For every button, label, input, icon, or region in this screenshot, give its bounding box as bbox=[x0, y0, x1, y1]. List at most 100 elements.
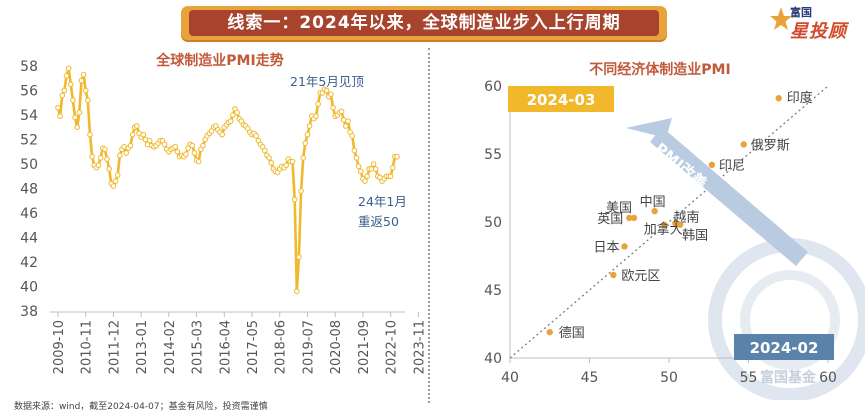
pmi-point bbox=[127, 142, 134, 149]
pmi-point bbox=[76, 109, 83, 116]
pmi-point bbox=[146, 137, 153, 144]
scatter-point-label: 中国 bbox=[640, 195, 666, 210]
pmi-point bbox=[372, 166, 379, 172]
pmi-point bbox=[315, 101, 321, 107]
pmi-point bbox=[323, 87, 330, 94]
scatter-point-label: 印尼 bbox=[719, 159, 745, 174]
scatter-point-label: 俄罗斯 bbox=[751, 138, 790, 153]
line-x-tick-label: 2020-08 bbox=[329, 320, 344, 374]
line-y-tick-label: 40 bbox=[20, 280, 38, 296]
pmi-point bbox=[82, 87, 89, 94]
left-chart-title: 全球制造业PMI走势 bbox=[156, 53, 284, 69]
xlabel-badge: 2024-02 bbox=[734, 334, 834, 360]
pmi-point bbox=[230, 112, 236, 118]
pmi-point bbox=[289, 158, 296, 165]
pmi-point bbox=[313, 113, 319, 120]
right-chart-title: 不同经济体制造业PMI bbox=[589, 62, 731, 78]
pmi-point bbox=[283, 162, 289, 169]
line-y-tick-label: 44 bbox=[20, 231, 38, 247]
pmi-point bbox=[70, 97, 76, 104]
pmi-point bbox=[67, 81, 74, 88]
scatter-y-tick-label: 55 bbox=[484, 147, 502, 163]
pmi-point bbox=[161, 141, 168, 148]
scatter-x-tick-label: 55 bbox=[740, 370, 758, 386]
scatter-point-label: 越南 bbox=[673, 209, 699, 225]
line-y-tick-label: 58 bbox=[20, 59, 38, 75]
line-x-tick-label: 2014-02 bbox=[163, 320, 178, 374]
pmi-point bbox=[262, 147, 268, 154]
scatter-point-label: 日本 bbox=[593, 240, 619, 255]
line-y-tick-label: 46 bbox=[20, 206, 38, 222]
line-x-tick-label: 2017-05 bbox=[246, 320, 261, 374]
pmi-point bbox=[117, 152, 123, 159]
pmi-point bbox=[353, 155, 360, 161]
pmi-point bbox=[304, 131, 311, 138]
line-x-tick-label: 2013-01 bbox=[135, 320, 150, 374]
pmi-point bbox=[296, 254, 302, 260]
pmi-point bbox=[123, 150, 130, 156]
line-y-tick-label: 56 bbox=[20, 84, 38, 100]
pmi-point bbox=[364, 173, 370, 180]
scatter-x-tick-label: 50 bbox=[660, 370, 678, 386]
scatter-point-label: 美国 bbox=[606, 201, 632, 216]
pmi-point bbox=[57, 113, 63, 120]
line-y-tick-label: 50 bbox=[20, 157, 38, 173]
pmi-point bbox=[80, 71, 87, 78]
scatter-ylabel: 2024-03 bbox=[527, 91, 596, 109]
line-x-tick-label: 2009-10 bbox=[52, 320, 67, 374]
pmi-point bbox=[394, 153, 400, 160]
pmi-point bbox=[72, 114, 78, 121]
scatter-x-tick-label: 40 bbox=[501, 370, 519, 386]
pmi-point bbox=[298, 188, 304, 194]
scatter-xlabel: 2024-02 bbox=[750, 339, 819, 357]
line-x-tick-label: 2019-07 bbox=[301, 320, 316, 374]
pmi-point bbox=[114, 172, 121, 178]
pmi-point bbox=[268, 159, 275, 166]
pmi-point bbox=[102, 146, 108, 153]
pmi-point bbox=[387, 173, 394, 180]
watermark-text: 富国基金 bbox=[760, 369, 817, 386]
pmi-point bbox=[183, 151, 189, 157]
pmi-point bbox=[293, 288, 300, 295]
line-x-tick-label: 2022-10 bbox=[385, 320, 400, 374]
pmi-point bbox=[129, 131, 136, 138]
line-x-tick-label: 2015-03 bbox=[191, 320, 206, 374]
pmi-line-chart: 38 40 42 44 46 48 50 52 54 56 58 2009-10 2010-11 201… bbox=[20, 59, 425, 374]
pmi-point bbox=[61, 87, 68, 94]
scatter-point bbox=[676, 221, 684, 228]
line-x-tick-label: 2016-04 bbox=[218, 320, 233, 374]
brand-logo: 富国 星投顾 bbox=[770, 0, 860, 42]
pmi-point bbox=[330, 104, 336, 111]
pmi-point bbox=[74, 124, 80, 131]
scatter-point bbox=[546, 328, 553, 336]
scatter-point-label: 韩国 bbox=[682, 229, 708, 244]
ylabel-badge: 2024-03 bbox=[508, 86, 614, 112]
pmi-point bbox=[306, 123, 313, 129]
pmi-point bbox=[349, 133, 356, 139]
pmi-point bbox=[78, 77, 85, 84]
pmi-point bbox=[227, 118, 234, 124]
line-y-tick-label: 42 bbox=[20, 255, 38, 271]
pmi-point bbox=[89, 153, 95, 160]
annotation-jan24-line2: 重返50 bbox=[358, 214, 399, 229]
scatter-point bbox=[775, 95, 782, 102]
scatter-point bbox=[708, 161, 716, 169]
line-x-tick-label: 2021-09 bbox=[357, 320, 372, 374]
panel-divider bbox=[428, 48, 430, 403]
annotation-peak: 21年5月见顶 bbox=[290, 74, 364, 89]
pmi-point bbox=[174, 148, 181, 155]
scatter-point bbox=[610, 271, 617, 279]
pmi-point bbox=[362, 178, 368, 184]
pmi-point bbox=[328, 91, 334, 97]
line-x-tick-label: 2023-11 bbox=[412, 320, 425, 374]
pmi-point bbox=[65, 65, 72, 72]
pmi-point bbox=[291, 196, 298, 203]
pmi-point bbox=[140, 131, 147, 138]
scatter-point bbox=[651, 207, 658, 215]
line-x-tick-label: 2010-11 bbox=[80, 320, 95, 374]
pmi-point bbox=[234, 109, 240, 116]
pmi-point bbox=[172, 144, 179, 150]
scatter-point-label: 加拿大 bbox=[644, 222, 683, 238]
scatter-y-tick-label: 40 bbox=[484, 351, 502, 367]
